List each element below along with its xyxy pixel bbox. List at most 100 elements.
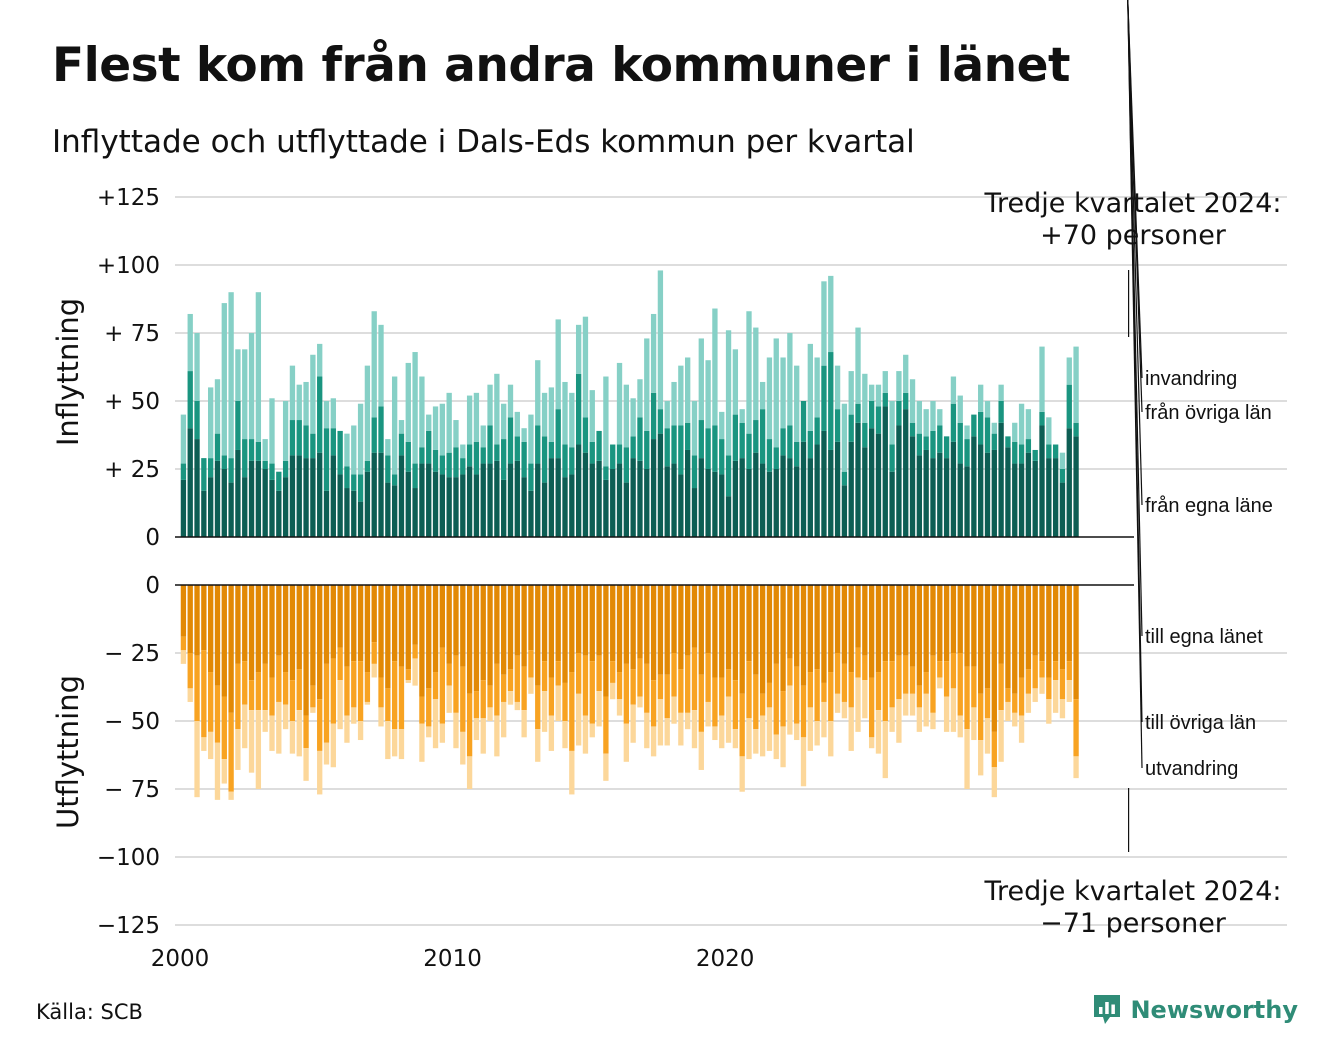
bar-out-2 <box>419 723 425 762</box>
bar-out-2 <box>828 721 834 757</box>
bar-out-0 <box>364 585 371 673</box>
bar-out-2 <box>269 715 275 751</box>
bar-out-2 <box>303 748 309 781</box>
bar-out-1 <box>1025 669 1032 694</box>
bar-out-0 <box>848 585 854 673</box>
bar-out-1 <box>943 661 950 697</box>
bar-in-0 <box>582 452 589 537</box>
bar-in-1 <box>807 430 813 459</box>
bar-out-1 <box>739 693 745 757</box>
bar-out-0 <box>705 585 711 653</box>
bar-out-2 <box>501 701 507 738</box>
bar-in-1 <box>862 422 868 448</box>
bar-out-2 <box>494 715 500 757</box>
bar-in-2 <box>732 349 739 415</box>
bar-out-2 <box>930 712 936 730</box>
bar-in-1 <box>1073 422 1079 437</box>
bar-in-2 <box>937 409 943 426</box>
bar-in-1 <box>378 406 384 453</box>
bar-in-1 <box>480 447 486 464</box>
bar-out-0 <box>507 585 514 670</box>
bar-in-1 <box>950 403 957 442</box>
series-label: till övriga län <box>1145 712 1256 734</box>
bar-out-2 <box>289 721 296 754</box>
bar-out-2 <box>610 682 616 700</box>
bar-out-2 <box>262 710 268 732</box>
bar-in-0 <box>228 482 234 537</box>
bar-in-1 <box>528 463 534 491</box>
bar-out-1 <box>916 685 923 708</box>
bar-in-1 <box>317 376 323 453</box>
bar-in-1 <box>1059 469 1066 483</box>
annotation-line: Tredje kvartalet 2024: <box>984 188 1282 219</box>
bar-out-0 <box>323 585 330 664</box>
bar-in-1 <box>712 425 718 472</box>
bar-out-1 <box>794 666 800 724</box>
bar-out-2 <box>432 699 439 749</box>
bar-out-2 <box>759 715 766 757</box>
bar-in-0 <box>610 469 616 537</box>
bar-in-1 <box>746 433 752 469</box>
bar-out-2 <box>821 701 827 738</box>
bar-out-0 <box>330 585 336 659</box>
bar-in-0 <box>262 469 268 537</box>
bar-in-0 <box>480 463 486 537</box>
bar-out-1 <box>950 653 957 689</box>
bar-out-1 <box>535 685 541 730</box>
bar-in-1 <box>337 430 343 475</box>
bar-out-0 <box>1073 585 1079 700</box>
bar-in-0 <box>453 477 459 537</box>
bar-out-2 <box>330 723 336 768</box>
bar-out-0 <box>984 585 991 689</box>
bar-out-1 <box>889 661 895 708</box>
bar-out-1 <box>460 666 466 732</box>
bar-in-2 <box>453 420 459 448</box>
bar-in-0 <box>1005 447 1011 537</box>
bar-in-1 <box>943 436 950 459</box>
bar-in-0 <box>903 409 909 537</box>
bar-in-1 <box>814 417 820 445</box>
bar-in-2 <box>289 365 296 421</box>
bar-in-1 <box>289 420 296 456</box>
bar-in-0 <box>916 455 923 537</box>
bar-out-2 <box>991 767 997 798</box>
bar-out-0 <box>208 585 214 673</box>
bar-in-2 <box>889 401 895 445</box>
bar-in-0 <box>317 452 323 537</box>
bar-in-0 <box>405 471 411 537</box>
bar-in-2 <box>187 313 193 372</box>
bar-in-2 <box>317 343 323 377</box>
bar-out-1 <box>875 672 882 711</box>
bar-out-2 <box>439 723 446 743</box>
bar-in-0 <box>753 452 759 537</box>
bar-in-0 <box>310 458 316 537</box>
bar-in-1 <box>1018 444 1025 464</box>
bar-out-1 <box>834 653 841 694</box>
bar-in-0 <box>1066 428 1072 537</box>
bar-out-1 <box>541 661 548 692</box>
bar-in-1 <box>310 433 316 459</box>
bar-out-1 <box>344 666 350 716</box>
bar-out-2 <box>1059 699 1066 719</box>
bar-in-0 <box>814 444 820 537</box>
bar-out-0 <box>1039 585 1045 662</box>
bar-out-1 <box>337 647 343 681</box>
bar-out-0 <box>562 585 568 683</box>
bar-in-1 <box>1052 444 1059 459</box>
bar-in-2 <box>235 349 241 401</box>
bar-out-1 <box>228 712 234 792</box>
bar-in-1 <box>1025 439 1032 453</box>
bar-out-0 <box>712 585 718 678</box>
bar-in-1 <box>180 463 187 480</box>
bar-in-0 <box>991 449 997 537</box>
bar-out-1 <box>357 661 364 721</box>
bar-in-0 <box>759 463 766 537</box>
bar-out-2 <box>1032 688 1038 702</box>
bar-in-0 <box>862 447 868 537</box>
bar-in-2 <box>882 371 888 393</box>
bar-in-0 <box>650 439 657 537</box>
bar-in-0 <box>201 490 207 537</box>
bar-in-0 <box>725 496 732 537</box>
bar-in-2 <box>242 349 248 440</box>
